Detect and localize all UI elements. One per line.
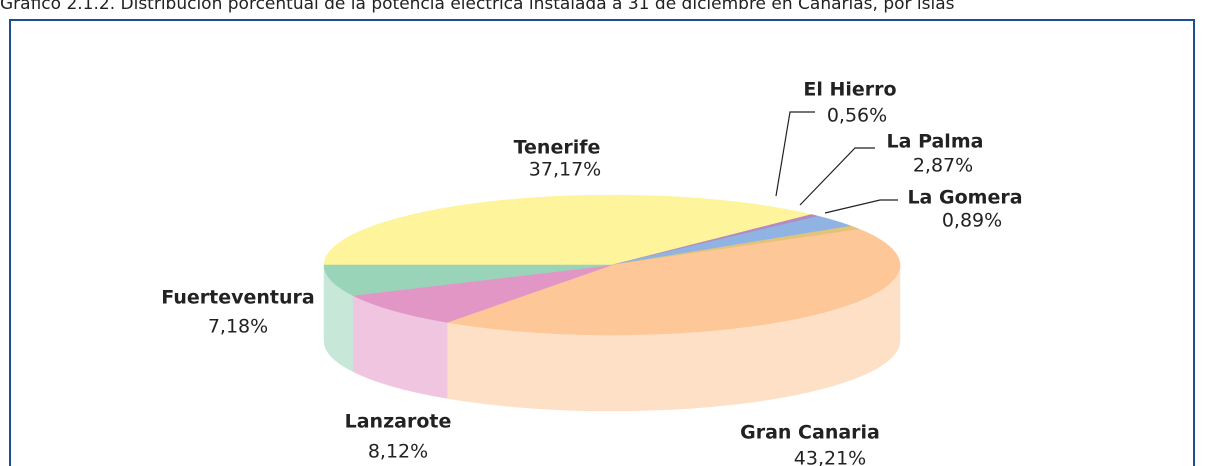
leader-line [824,199,898,214]
slice-value: 7,18% [208,316,268,338]
slice-value: 8,12% [368,441,428,463]
slice-name: Tenerife [514,137,601,159]
slice-value: 43,21% [794,448,866,466]
slice-name: La Gomera [907,187,1022,209]
slice-name: Fuerteventura [161,287,314,309]
slice-name: El Hierro [803,79,896,101]
chart-title: Gráfico 2.1.2. Distribución porcentual d… [0,0,955,14]
slice-value: 2,87% [913,155,973,177]
pie-slice [323,264,613,296]
slice-name: La Palma [887,131,984,153]
slice-name: Lanzarote [345,411,452,433]
leader-line [775,111,815,197]
slice-value: 37,17% [529,159,601,181]
leader-line [799,147,875,206]
pie-slice [323,194,812,266]
slice-name: Gran Canaria [740,422,880,444]
pie-slice [351,264,613,323]
pie-slice [447,229,901,336]
slice-value: 0,89% [942,210,1002,232]
frame [9,19,1195,466]
slice-value: 0,56% [827,105,887,127]
